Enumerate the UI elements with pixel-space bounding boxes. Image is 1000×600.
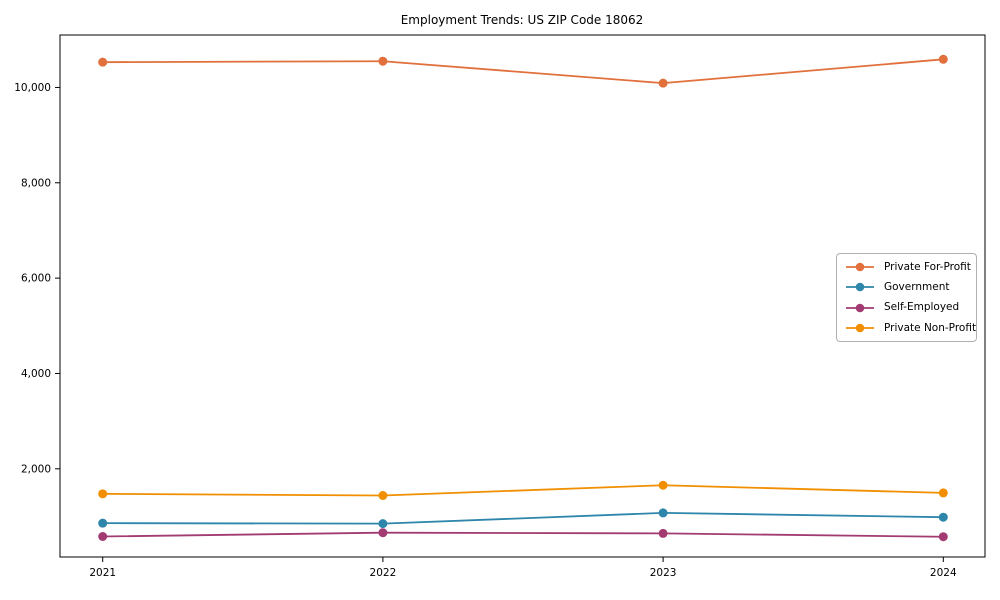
legend: Private For-Profit Government Self-Emplo…: [836, 253, 977, 342]
legend-line-marker-icon: [846, 283, 874, 292]
data-point-government: [378, 519, 388, 529]
x-tick-label: 2023: [650, 567, 677, 579]
y-tick-label: 4,000: [21, 368, 51, 380]
data-point-private-for-profit: [938, 54, 948, 64]
data-point-government: [98, 518, 108, 528]
legend-label: Government: [884, 281, 950, 294]
data-point-self-employed: [938, 532, 948, 542]
legend-line-marker-icon: [846, 303, 874, 312]
data-point-government: [938, 512, 948, 522]
axes-frame: [59, 34, 986, 558]
data-point-private-for-profit: [98, 57, 108, 67]
legend-label: Private For-Profit: [884, 260, 971, 273]
data-point-private-non-profit: [378, 491, 388, 501]
data-point-government: [658, 508, 668, 518]
legend-label: Self-Employed: [884, 301, 960, 314]
data-point-self-employed: [378, 528, 388, 538]
series-line-private-for-profit: [102, 58, 944, 85]
legend-item: Private Non-Profit: [845, 319, 976, 337]
y-tick-label: 10,000: [14, 82, 51, 94]
x-tick-label: 2024: [930, 567, 957, 579]
x-tick-label: 2022: [370, 567, 397, 579]
series-line-self-employed: [102, 531, 944, 538]
legend-item: Government: [845, 278, 968, 296]
legend-item: Self-Employed: [845, 299, 968, 317]
data-point-self-employed: [658, 528, 668, 538]
x-tick-label: 2021: [89, 567, 116, 579]
y-tick-label: 2,000: [21, 463, 51, 475]
data-point-private-non-profit: [98, 489, 108, 499]
legend-label: Private Non-Profit: [884, 321, 977, 334]
legend-item: Private For-Profit: [845, 258, 971, 276]
legend-line-marker-icon: [846, 323, 874, 333]
series-line-government: [102, 512, 944, 525]
data-point-private-non-profit: [938, 488, 948, 498]
data-point-private-for-profit: [378, 56, 388, 66]
legend-line-marker-icon: [846, 262, 874, 272]
data-point-self-employed: [98, 532, 108, 542]
data-point-private-for-profit: [658, 78, 668, 88]
chart-title: Employment Trends: US ZIP Code 18062: [401, 13, 644, 27]
y-tick-label: 6,000: [21, 273, 51, 285]
data-point-private-non-profit: [658, 480, 668, 490]
series-line-private-non-profit: [102, 484, 944, 497]
y-tick-label: 8,000: [21, 177, 51, 189]
